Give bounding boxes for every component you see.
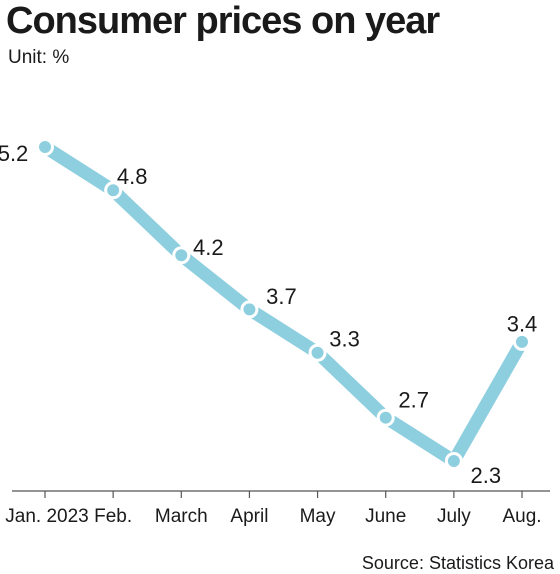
source-note: Source: Statistics Korea bbox=[361, 553, 554, 573]
data-point bbox=[513, 332, 531, 351]
data-point bbox=[172, 246, 191, 265]
data-point bbox=[376, 408, 395, 427]
series-line bbox=[38, 140, 529, 468]
series-line-layer bbox=[38, 140, 529, 468]
data-point bbox=[308, 343, 327, 362]
x-tick-label: March bbox=[155, 506, 208, 527]
data-label: 3.4 bbox=[507, 312, 538, 337]
x-tick-label: Aug. bbox=[502, 506, 541, 527]
x-tick-label: Feb. bbox=[94, 506, 132, 527]
x-tick-label: April bbox=[230, 506, 268, 527]
x-axis bbox=[12, 490, 550, 498]
x-tick-label: June bbox=[365, 506, 406, 527]
data-point bbox=[240, 300, 259, 319]
x-tick-label: July bbox=[437, 506, 471, 527]
x-tick-labels: Jan. 2023 Feb. March April May June July Aug. bbox=[5, 506, 541, 527]
data-labels: 5.2 4.8 4.2 3.7 3.3 2.7 2.3 3.4 bbox=[0, 141, 537, 488]
x-tick-label: May bbox=[300, 506, 336, 527]
x-tick-label: Jan. 2023 bbox=[5, 506, 88, 527]
data-point bbox=[444, 452, 463, 470]
data-label: 2.7 bbox=[398, 388, 429, 413]
data-label: 4.8 bbox=[117, 164, 148, 189]
data-label: 3.3 bbox=[329, 327, 360, 352]
data-label: 4.2 bbox=[193, 235, 224, 260]
data-point bbox=[104, 181, 123, 200]
data-point bbox=[36, 138, 54, 156]
data-label: 5.2 bbox=[0, 141, 28, 166]
data-label: 2.3 bbox=[471, 463, 502, 488]
data-label: 3.7 bbox=[266, 284, 297, 309]
chart-title: Consumer prices on year bbox=[6, 0, 440, 42]
unit-label: Unit: % bbox=[8, 47, 70, 68]
data-points bbox=[36, 138, 531, 470]
